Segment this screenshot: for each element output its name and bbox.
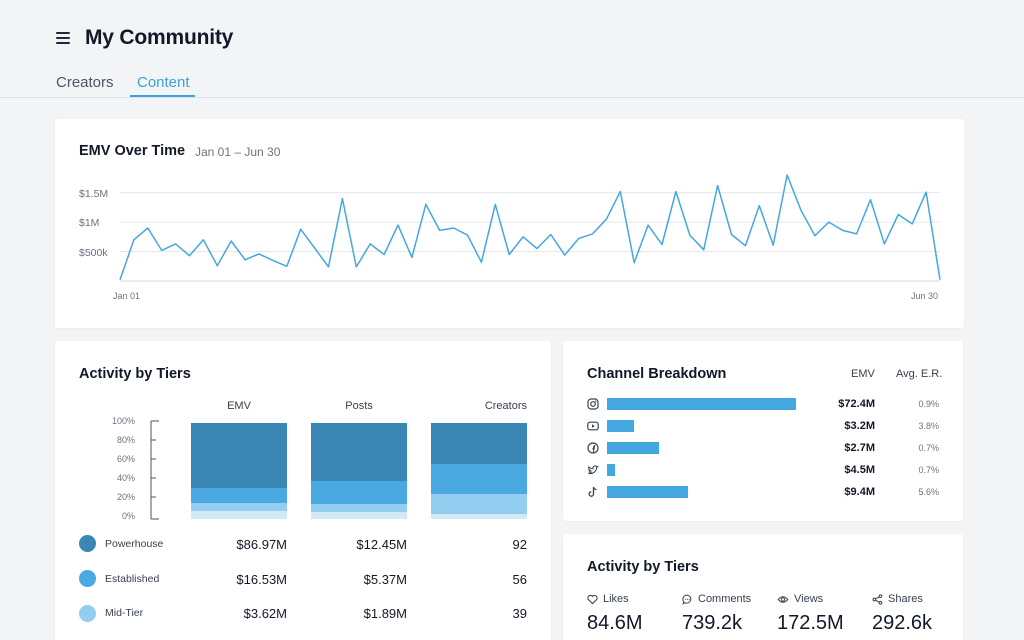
tier-name-mid-tier: Mid-Tier (105, 607, 144, 619)
y-tick-0: 0% (121, 511, 135, 521)
stacked-bar-segment-powerhouse[interactable] (431, 423, 527, 465)
channel-er-value: 3.8% (918, 421, 939, 431)
column-header-posts: Posts (345, 400, 373, 412)
stacked-bar-segment-mid-tier[interactable] (191, 502, 287, 512)
page-title: My Community (85, 26, 234, 49)
tab-creators[interactable]: Creators (56, 74, 114, 91)
channel-bar-youtube[interactable] (607, 420, 635, 432)
channel-emv-value: $4.5M (844, 464, 875, 476)
channel-emv-value: $3.2M (844, 420, 875, 432)
column-header-emv: EMV (227, 400, 251, 412)
stat-label-text: Shares (888, 593, 923, 605)
tier-value: 56 (512, 572, 527, 587)
channel-emv-value: $72.4M (838, 398, 875, 410)
y-tick-20: 20% (116, 492, 135, 502)
tier-name-powerhouse: Powerhouse (105, 538, 164, 550)
column-header-creators: Creators (484, 400, 527, 412)
tiers-card-title: Activity by Tiers (79, 366, 191, 382)
stat-value-shares: 292.6k (872, 612, 933, 634)
channel-bar-facebook[interactable] (607, 442, 659, 454)
stat-value-views: 172.5M (777, 612, 844, 634)
tier-value: $12.45M (356, 537, 407, 552)
channel-er-value: 0.7% (918, 465, 939, 475)
emv-line-chart (119, 174, 941, 282)
share-icon (872, 593, 883, 605)
y-axis-bracket (150, 420, 159, 520)
channel-breakdown-card: Channel Breakdown EMV Avg. E.R. $72.4M $… (563, 341, 963, 521)
stacked-bar-segment-micro[interactable] (311, 512, 407, 519)
twitter-icon (588, 465, 599, 475)
stacked-bar-segment-powerhouse[interactable] (311, 423, 407, 481)
stacked-bar-segment-established[interactable] (311, 480, 407, 504)
stat-shares: Shares (872, 593, 923, 605)
tier-value: 39 (512, 606, 527, 621)
emv-date-range[interactable]: Jan 01 – Jun 30 (195, 145, 281, 159)
tier-value: $86.97M (236, 537, 287, 552)
stacked-bar-segment-mid-tier[interactable] (311, 503, 407, 513)
legend-dot-powerhouse (79, 535, 96, 552)
channel-bar-instagram[interactable] (607, 398, 796, 410)
stat-label-text: Views (794, 593, 824, 605)
eye-icon (777, 595, 789, 603)
channel-er-value: 5.6% (918, 487, 939, 497)
stacked-bar-segment-micro[interactable] (431, 514, 527, 519)
stat-value-comments: 739.2k (682, 612, 743, 634)
y-tick-80: 80% (116, 435, 135, 445)
y-tick-label: $1M (79, 217, 100, 229)
y-tick-40: 40% (116, 473, 135, 483)
activity-card-title: Activity by Tiers (587, 559, 699, 575)
y-tick-label: $1.5M (79, 188, 109, 200)
youtube-icon (587, 421, 599, 431)
stat-label-text: Likes (603, 593, 629, 605)
page-header: My Community Creators Content (0, 0, 1024, 98)
stat-label-text: Comments (698, 593, 752, 605)
tier-value: $16.53M (236, 572, 287, 587)
emv-card-title: EMV Over Time (79, 143, 186, 159)
tier-value: $1.89M (363, 606, 407, 621)
emv-over-time-card: EMV Over Time Jan 01 – Jun 30 $1.5M $1M … (55, 119, 964, 328)
facebook-icon (587, 442, 599, 454)
channel-er-value: 0.7% (918, 443, 939, 453)
channel-card-title: Channel Breakdown (587, 366, 727, 382)
y-tick-60: 60% (116, 454, 135, 464)
comment-icon (682, 594, 692, 605)
column-header-emv: EMV (851, 368, 875, 380)
activity-stats-card: Activity by Tiers Likes 84.6M Comments 7… (563, 534, 963, 640)
stat-comments: Comments (682, 593, 751, 605)
instagram-icon (587, 398, 599, 410)
hamburger-menu-icon[interactable] (56, 31, 72, 45)
channel-emv-value: $2.7M (844, 442, 875, 454)
channel-bar-twitter[interactable] (607, 464, 615, 476)
stacked-bar-segment-micro[interactable] (191, 511, 287, 519)
tier-value: $3.62M (243, 606, 287, 621)
stacked-bar-segment-mid-tier[interactable] (431, 494, 527, 515)
stacked-bar-segment-powerhouse[interactable] (191, 423, 287, 489)
activity-by-tiers-card: Activity by Tiers EMV Posts Creators 100… (55, 341, 551, 640)
tier-value: $5.37M (363, 572, 407, 587)
x-axis-start-label: Jan 01 (113, 291, 141, 301)
channel-er-value: 0.9% (918, 399, 939, 409)
tier-value: 92 (512, 537, 527, 552)
tiktok-icon (588, 486, 597, 497)
tab-content[interactable]: Content (137, 74, 190, 91)
column-header-avg-er: Avg. E.R. (896, 368, 943, 380)
y-tick-label: $500k (79, 247, 108, 259)
stat-value-likes: 84.6M (587, 612, 643, 634)
stat-views: Views (777, 593, 823, 605)
y-tick-100: 100% (111, 416, 135, 426)
active-tab-indicator (130, 95, 195, 97)
x-axis-end-label: Jun 30 (911, 291, 939, 301)
heart-icon (587, 594, 598, 604)
legend-dot-established (79, 570, 96, 587)
stacked-bar-segment-established[interactable] (431, 464, 527, 495)
legend-dot-mid-tier (79, 605, 96, 622)
tier-name-established: Established (105, 573, 160, 585)
stacked-bar-segment-established[interactable] (191, 488, 287, 503)
channel-bar-tiktok[interactable] (607, 486, 689, 498)
emv-series-line (119, 174, 941, 281)
channel-emv-value: $9.4M (844, 486, 875, 498)
stat-likes: Likes (587, 593, 629, 605)
